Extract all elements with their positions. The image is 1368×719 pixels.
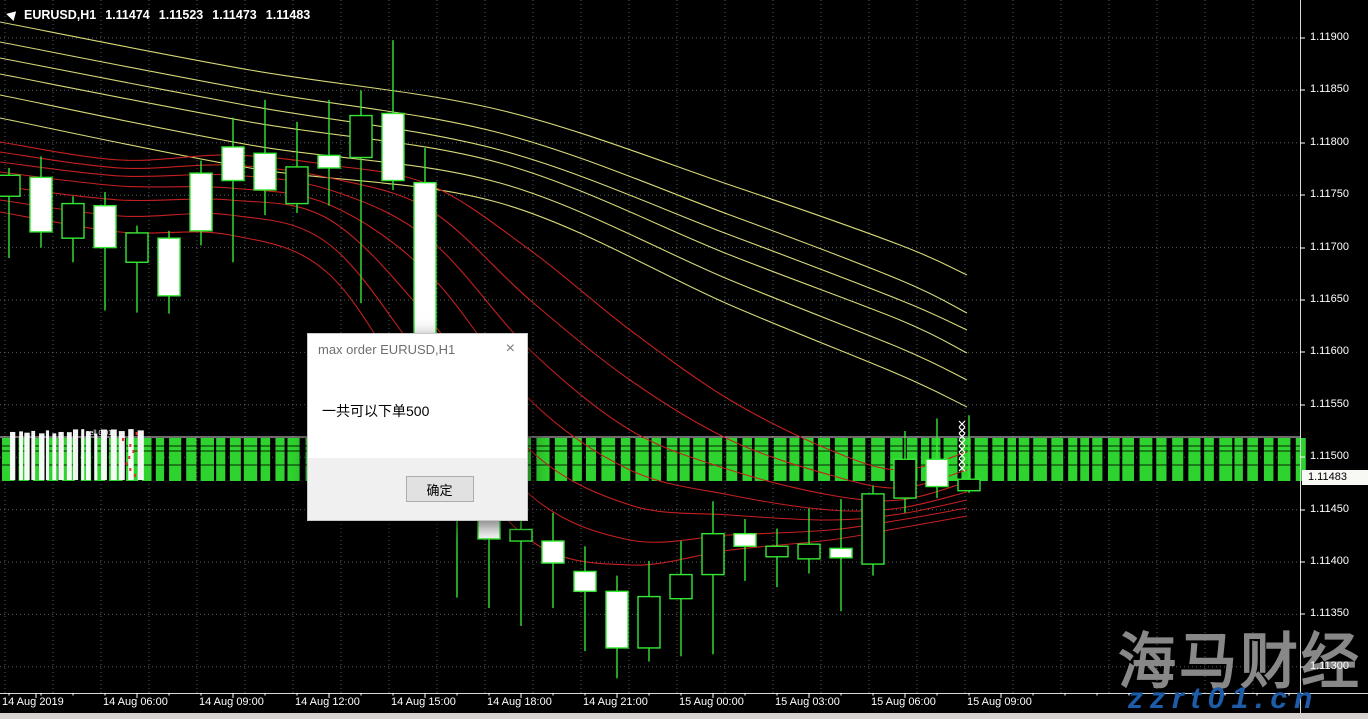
dialog-title: max order EURUSD,H1 — [318, 342, 456, 357]
left-triangle-icon — [4, 9, 17, 21]
dialog-body: 一共可以下单500 — [308, 357, 527, 458]
brand-watermark: 海马财经 — [1118, 627, 1363, 696]
symbol-ohlc-bar: EURUSD,H1 1.11474 1.11523 1.11473 1.1148… — [4, 8, 311, 22]
max-order-dialog: max order EURUSD,H1 × 一共可以下单500 确定 — [307, 333, 528, 521]
symbol-label: EURUSD,H1 — [24, 8, 97, 22]
ok-button[interactable]: 确定 — [405, 476, 474, 502]
dialog-message: 一共可以下单500 — [322, 402, 430, 419]
low-value: 1.11473 — [212, 8, 257, 22]
close-icon[interactable]: × — [505, 340, 515, 357]
dialog-footer: 确定 — [308, 458, 527, 520]
open-value: 1.11474 — [105, 8, 150, 22]
svg-text:sell 0.01: sell 0.01 — [86, 430, 112, 437]
url-watermark: zzrt01.cn — [1128, 682, 1320, 715]
high-value: 1.11523 — [158, 8, 204, 22]
dialog-title-row: max order EURUSD,H1 × — [308, 334, 527, 358]
close-value: 1.11483 — [265, 8, 311, 22]
window-bottom-edge — [0, 713, 1368, 719]
current-price-tag: 1.11483 — [1302, 470, 1368, 485]
